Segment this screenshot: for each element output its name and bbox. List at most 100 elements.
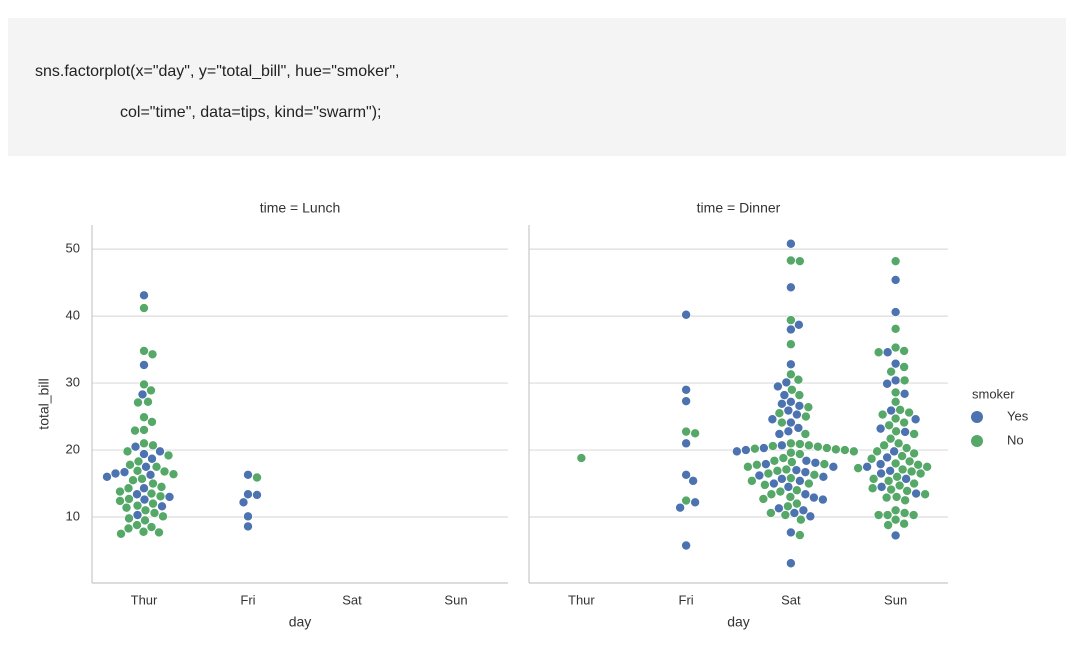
x-tick-label: Sun xyxy=(884,592,907,607)
dot xyxy=(786,324,796,335)
dot xyxy=(795,256,805,266)
dot xyxy=(752,459,762,470)
dot xyxy=(773,381,783,392)
dot xyxy=(781,377,792,388)
y-tick-label: 10 xyxy=(66,508,80,523)
y-tick-label: 40 xyxy=(66,308,80,323)
x-tick-label: Fri xyxy=(679,592,694,607)
dot xyxy=(147,349,158,360)
dot xyxy=(882,347,893,358)
dot xyxy=(124,513,134,524)
dot xyxy=(139,346,149,356)
dot xyxy=(795,476,805,486)
dot xyxy=(761,459,771,469)
dot xyxy=(789,508,800,518)
dot xyxy=(840,445,850,455)
dot xyxy=(886,405,896,416)
dot xyxy=(759,443,769,453)
dot xyxy=(911,488,921,499)
dot xyxy=(133,397,143,408)
dot xyxy=(168,469,179,479)
dot xyxy=(690,497,700,508)
x-tick-label: Fri xyxy=(240,592,255,607)
dot xyxy=(805,511,816,522)
dot xyxy=(139,412,149,423)
dot xyxy=(149,508,160,518)
dot xyxy=(243,521,253,532)
dot xyxy=(794,401,805,411)
dot xyxy=(777,417,787,428)
dot xyxy=(801,411,811,422)
dot xyxy=(890,307,901,317)
dot xyxy=(786,255,796,266)
dot xyxy=(132,500,143,511)
dot xyxy=(890,324,901,334)
dot xyxy=(899,417,909,428)
dot xyxy=(133,456,144,467)
dot xyxy=(873,347,884,358)
dot xyxy=(904,407,914,418)
dot xyxy=(681,426,691,437)
y-axis-label: total_bill xyxy=(36,378,52,429)
dot xyxy=(897,451,907,461)
dot xyxy=(769,455,780,466)
dot xyxy=(819,459,830,469)
dot xyxy=(121,502,132,513)
dot xyxy=(801,455,812,466)
dot xyxy=(766,489,777,500)
dot xyxy=(899,508,910,518)
dot xyxy=(115,486,125,497)
x-tick-label: Sat xyxy=(342,592,362,607)
dot xyxy=(786,397,796,407)
dot xyxy=(576,453,587,463)
dot xyxy=(780,510,791,520)
dot xyxy=(892,472,902,482)
dot xyxy=(866,453,877,464)
x-axis-label: day xyxy=(727,614,750,630)
dot xyxy=(763,468,774,479)
panel-title: time = Lunch xyxy=(260,200,341,216)
dot xyxy=(862,461,872,472)
dot xyxy=(853,463,863,473)
dot xyxy=(822,443,832,453)
dot xyxy=(890,358,901,369)
dot xyxy=(876,482,887,492)
dot xyxy=(139,379,149,390)
dot xyxy=(123,483,134,494)
dot xyxy=(681,540,691,551)
dot xyxy=(158,511,168,522)
dot xyxy=(690,428,700,439)
dot xyxy=(743,461,753,472)
dot xyxy=(786,527,796,538)
dot xyxy=(800,489,811,500)
dot xyxy=(883,520,893,530)
dot xyxy=(772,466,783,476)
dot xyxy=(910,414,921,425)
dot xyxy=(238,497,249,508)
dot xyxy=(884,420,894,431)
dot xyxy=(879,440,889,451)
dot xyxy=(883,476,894,486)
dot xyxy=(110,468,121,479)
dot xyxy=(128,475,138,485)
dot xyxy=(760,480,770,490)
dot xyxy=(243,470,253,480)
dot xyxy=(119,467,130,477)
dot xyxy=(778,453,789,463)
dot xyxy=(792,498,802,509)
dot xyxy=(783,482,794,492)
dot xyxy=(767,414,778,425)
dot xyxy=(732,446,742,457)
dot xyxy=(876,468,886,479)
dot xyxy=(886,366,896,377)
dot xyxy=(783,501,793,512)
dot xyxy=(164,492,175,502)
dot xyxy=(875,423,886,434)
dot xyxy=(786,447,796,458)
dot xyxy=(786,339,796,350)
dot xyxy=(894,480,905,491)
dot xyxy=(800,467,811,477)
dot xyxy=(795,530,805,540)
code-line: sns.factorplot(x="day", y="total_bill", … xyxy=(35,63,400,80)
